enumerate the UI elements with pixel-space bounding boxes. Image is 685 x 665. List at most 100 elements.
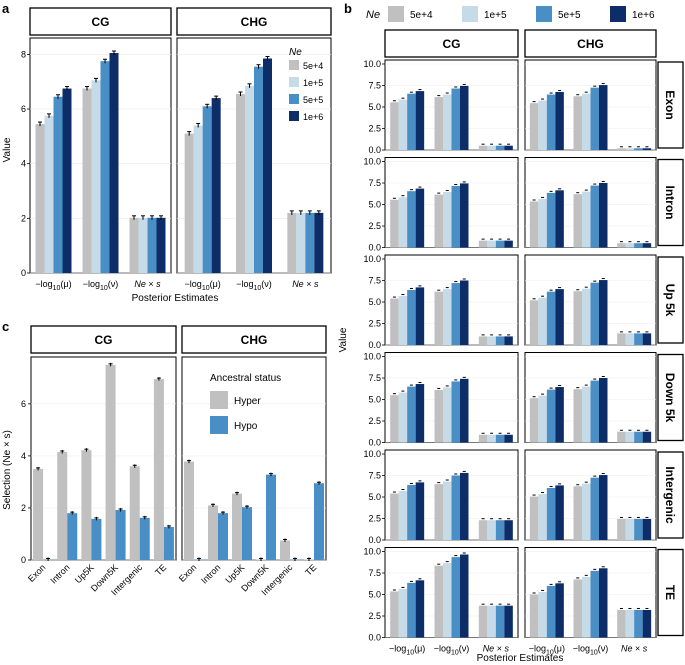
bar-CG-Exon-0-1 [398,99,408,150]
panel-c-strip-label: CHG [241,333,268,347]
panel-b-ytick-label: 2.5 [368,416,381,426]
bar-CHG-TE-2-2 [634,609,643,638]
panel-b-ytick-label: 2.5 [368,611,381,621]
bar-CHG-Up 5k-0-0 [529,300,539,345]
bar-CHG-Down5K-hypo [266,474,276,560]
panel-a-ytick-label: 0 [21,268,26,278]
bar-CG-Exon-0-3 [415,91,425,150]
bar-CHG-Up 5k-2-0 [617,333,626,345]
bar-CG-TE-1-0 [434,565,443,638]
panel-b-legend-label: 1e+6 [632,10,655,21]
bar-CHG-Intron-1-0 [573,194,582,248]
panel-b-xtick-label: −log10(ν) [573,644,609,657]
panel-a-xlabel: Posterior Estimates [132,293,219,304]
bar-CHG-1-2 [254,66,263,273]
bar-CHG-Up 5k-0-3 [555,289,564,345]
bar-CG-Down 5k-0-1 [398,392,408,443]
panel-a-strip-label: CG [92,15,110,29]
bar-CG-Up 5k-0-2 [407,289,416,345]
bar-CG-TE-hyper [153,379,164,560]
bar-CG-1-1 [91,80,101,274]
panel-c-ytick-label: 0 [21,555,26,565]
panel-b-ytick-label: 10.0 [363,59,381,69]
bar-CHG-Down 5k-0-3 [555,387,564,443]
bar-CG-Intron-2-0 [478,240,488,248]
bar-CHG-Intergenic-0-3 [555,485,564,540]
panel-b-ytick-label: 0.0 [368,243,381,253]
bar-CHG-Intron-0-2 [546,192,556,248]
panel-a-strip-CG [29,7,172,36]
panel-b-ytick-label: 5.0 [368,297,381,307]
bar-CG-Up 5k-2-2 [495,336,505,345]
bar-CHG-TE-0-1 [538,591,547,638]
bar-CHG-Up 5k-2-3 [642,333,652,345]
panel-b-ytick-label: 7.5 [368,471,381,481]
bar-CHG-2-1 [296,212,306,273]
panel-b-ytick-label: 0.0 [368,340,381,350]
bar-CHG-Intron-2-0 [617,243,626,248]
panel-b-ytick-label: 10.0 [363,254,381,264]
bar-CG-TE-2-1 [487,605,496,638]
bar-CG-TE-2-0 [478,605,488,638]
panel-b-xtick-label: Ne × s [483,644,510,654]
panel-b-ytick-label: 0.0 [368,535,381,545]
bar-CG-1-0 [82,88,92,273]
bar-CG-TE-1-2 [451,557,460,638]
panel-b-row-strip-Intron [657,158,684,247]
bar-CHG-Exon-0-3 [555,91,564,150]
panel-b-xlabel: Posterior Estimates [477,653,564,664]
bar-CG-Up 5k-0-1 [398,295,408,345]
bar-CG-0-3 [62,88,72,273]
bar-CHG-Exon-0-2 [546,94,556,150]
panel-b-row-strip-label: Exon [663,90,677,119]
panel-c-legend-title: Ancestral status [210,373,281,384]
bar-CG-Intron-0-0 [390,199,399,248]
panel-b-ytick-label: 7.5 [368,276,381,286]
bar-CG-Intergenic-0-0 [390,493,399,540]
bar-CG-Intron-2-3 [504,240,513,248]
bar-CG-TE-hypo [163,526,174,560]
panel-a-strip-CHG [176,7,332,36]
bar-CHG-Up 5k-1-2 [590,282,599,345]
bar-CG-Intergenic-2-2 [495,520,505,540]
bar-CG-Intron-2-1 [487,240,496,248]
panel-c-letter: c [2,319,9,334]
bar-CHG-TE-1-1 [582,576,591,638]
bar-CHG-Up 5k-1-0 [573,291,582,345]
bar-CHG-Up 5k-2-2 [634,333,643,345]
panel-b-ytick-label: 10.0 [363,352,381,362]
bar-CG-0-0 [35,124,45,273]
bar-CG-Down 5k-2-0 [478,434,488,443]
panel-b-ytick-label: 10.0 [363,547,381,557]
bar-CG-Exon-hyper [33,468,44,560]
panel-b-ytick-label: 2.5 [368,221,381,231]
bar-CG-Intron-0-1 [398,197,408,248]
panel-b-row-strip-label: TE [663,585,677,600]
bar-CG-Up 5k-1-3 [460,280,469,345]
bar-CG-1-3 [109,53,119,273]
bar-CG-Intergenic-2-1 [487,520,496,540]
bar-CHG-TE-2-3 [642,609,652,638]
panel-a-xtick-label: −log10(ν) [83,279,119,292]
bar-CHG-1-3 [263,58,272,273]
panel-b-legend-swatch-1e+5 [462,6,478,22]
bar-CHG-0-3 [211,98,221,274]
bar-CG-Up 5k-2-0 [478,336,488,345]
panel-b-row-strip-label: Down 5k [663,373,677,423]
panel-a-legend-label: 1e+6 [303,112,323,122]
bar-CG-2-3 [156,217,166,273]
panel-c-frame [181,356,327,561]
panel-b-xtick-label: −log10(μ) [529,644,565,657]
bar-CG-Intron-0-3 [415,188,425,248]
bar-CHG-0-0 [184,133,194,273]
bar-CG-Intergenic-2-0 [478,520,488,540]
bar-CHG-Exon-2-2 [634,148,643,150]
bar-CG-Down5K-hypo [115,510,126,560]
bar-CHG-2-3 [314,212,324,273]
bar-CG-TE-0-1 [398,588,408,638]
bar-CG-Down 5k-0-2 [407,386,416,443]
panel-b-ytick-label: 5.0 [368,102,381,112]
panel-c-strip-CHG [181,325,327,354]
panel-b-ytick-label: 5.0 [368,395,381,405]
bar-CG-Exon-0-2 [407,93,416,150]
